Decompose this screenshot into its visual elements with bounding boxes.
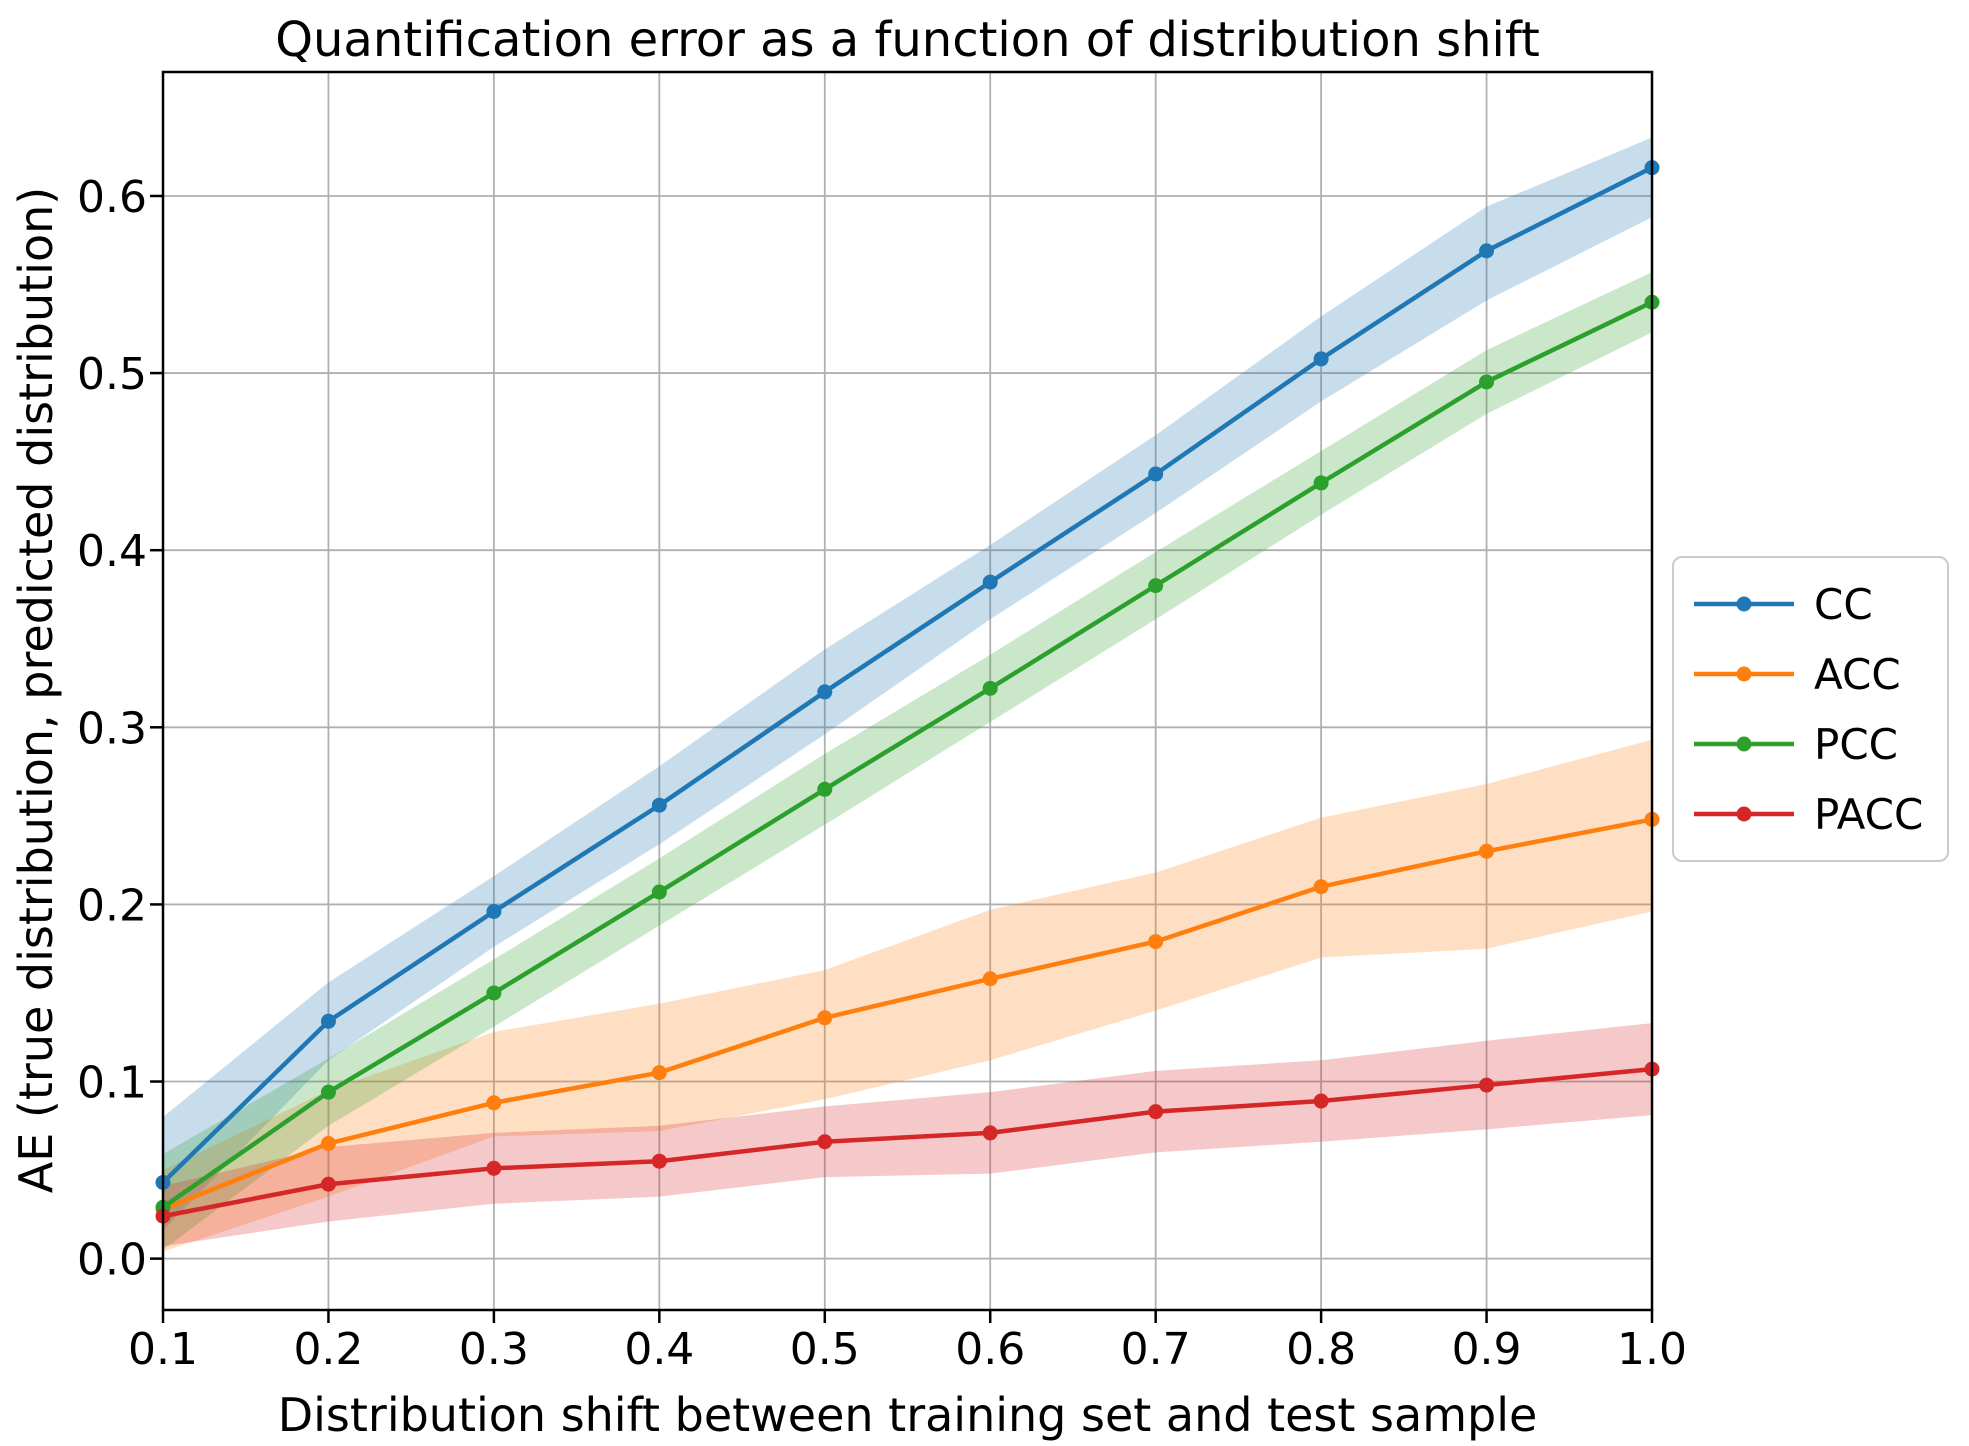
data-point-cc (1479, 243, 1495, 259)
data-point-acc (486, 1095, 502, 1111)
data-point-pcc (817, 781, 833, 797)
data-point-cc (651, 797, 667, 813)
data-point-cc (817, 684, 833, 700)
x-tick-label: 0.4 (624, 1324, 694, 1375)
x-tick-label: 0.2 (293, 1324, 363, 1375)
data-point-pcc (486, 985, 502, 1001)
x-tick-label: 1.0 (1617, 1324, 1687, 1375)
data-point-cc (982, 574, 998, 590)
axes-spines (161, 70, 1654, 1312)
x-tick-label: 0.9 (1452, 1324, 1522, 1375)
series-line-pcc (160, 299, 1655, 1210)
data-point-pcc (1313, 475, 1329, 491)
data-point-acc (1479, 843, 1495, 859)
legend-item-pacc: PACC (1692, 786, 1923, 842)
data-point-pacc (1313, 1093, 1329, 1109)
data-point-pacc (486, 1160, 502, 1176)
legend: CC ACC PCC PACC (1672, 556, 1950, 862)
x-axis-label: Distribution shift between training set … (277, 1388, 1538, 1442)
data-point-acc (320, 1136, 336, 1152)
data-point-cc (1148, 466, 1164, 482)
data-point-pacc (651, 1153, 667, 1169)
series-band-pacc (163, 1023, 1652, 1247)
data-point-pacc (1148, 1104, 1164, 1120)
data-point-acc (1148, 934, 1164, 950)
data-point-acc (817, 1010, 833, 1026)
x-tick-label: 0.3 (459, 1324, 529, 1375)
legend-item-cc: CC (1692, 576, 1923, 632)
legend-line-sample-pacc (1694, 806, 1794, 822)
legend-item-acc: ACC (1692, 646, 1923, 702)
data-point-cc (1313, 351, 1329, 367)
series-line-cc (160, 165, 1655, 1185)
y-tick-label: 0.6 (77, 172, 147, 223)
data-point-acc (1313, 879, 1329, 895)
data-point-pcc (982, 680, 998, 696)
y-tick-label: 0.3 (77, 703, 147, 754)
data-point-pacc (1479, 1077, 1495, 1093)
data-point-pcc (1479, 374, 1495, 390)
x-tick-label: 0.5 (790, 1324, 860, 1375)
series-band-pcc (163, 272, 1652, 1250)
y-axis-label: AE (true distribution, predicted distrib… (9, 186, 63, 1194)
x-tick-label: 0.8 (1286, 1324, 1356, 1375)
legend-label-pcc: PCC (1814, 719, 1898, 769)
legend-item-pcc: PCC (1692, 716, 1923, 772)
x-tick-label: 0.7 (1121, 1324, 1191, 1375)
data-point-acc (982, 971, 998, 987)
data-point-acc (651, 1065, 667, 1081)
y-tick-label: 0.4 (77, 526, 147, 577)
y-tick-label: 0.5 (77, 349, 147, 400)
series-line-acc (160, 817, 1655, 1212)
y-tick-label: 0.0 (77, 1235, 147, 1286)
data-point-pacc (817, 1134, 833, 1150)
series-band-acc (163, 739, 1652, 1252)
legend-line-sample-cc (1694, 596, 1794, 612)
legend-label-pacc: PACC (1814, 789, 1924, 839)
y-tick-label: 0.2 (77, 880, 147, 931)
chart-title: Quantification error as a function of di… (275, 12, 1540, 68)
y-tick-label: 0.1 (77, 1058, 147, 1109)
data-point-pacc (982, 1125, 998, 1141)
data-point-cc (486, 904, 502, 920)
data-point-pcc (651, 884, 667, 900)
legend-label-acc: ACC (1814, 649, 1901, 699)
legend-label-cc: CC (1814, 579, 1873, 629)
data-point-pcc (1148, 578, 1164, 594)
data-point-pcc (320, 1084, 336, 1100)
x-tick-label: 0.6 (955, 1324, 1025, 1375)
legend-line-sample-acc (1694, 666, 1794, 682)
x-tick-label: 0.1 (128, 1324, 198, 1375)
data-point-pacc (320, 1176, 336, 1192)
data-point-cc (320, 1013, 336, 1029)
series-band-cc (163, 137, 1652, 1231)
legend-line-sample-pcc (1694, 736, 1794, 752)
series-line-pacc (160, 1066, 1655, 1219)
